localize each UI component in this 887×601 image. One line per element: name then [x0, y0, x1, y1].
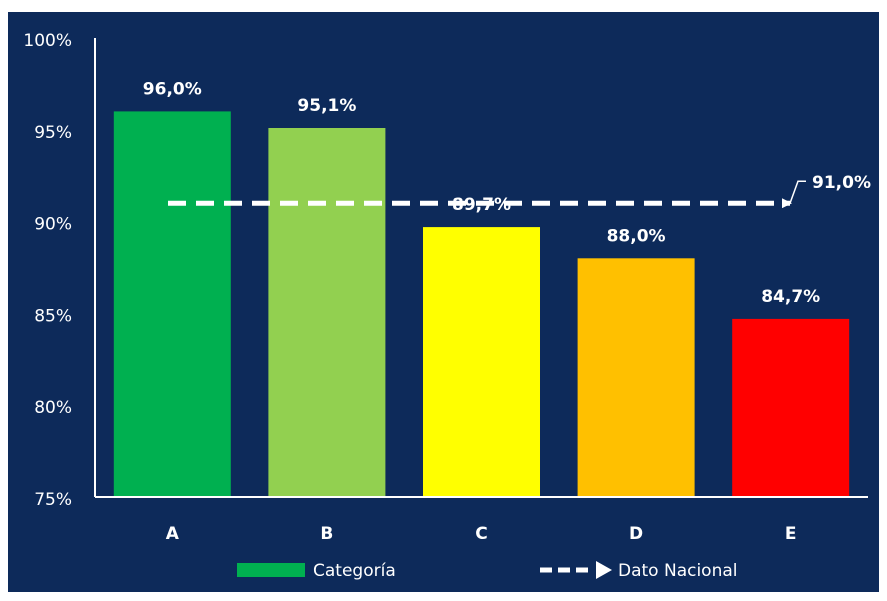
- y-tick-label-90: 90%: [34, 215, 72, 235]
- labels-layer: A 96,0% B 95,1% C 89,7% D 88,0% E 84,7%: [143, 79, 820, 544]
- y-tick-label-85: 85%: [34, 306, 72, 326]
- x-tick-label-e: E: [785, 524, 797, 544]
- bar-b: [268, 128, 386, 497]
- data-label-d: 88,0%: [607, 226, 666, 246]
- axes-layer: 75% 80% 85% 90% 95% 100%: [23, 31, 868, 510]
- data-label-a: 96,0%: [143, 79, 202, 99]
- reference-label-leader: [789, 180, 806, 204]
- bar-e: [732, 318, 850, 497]
- legend-swatch-categoria: [237, 563, 305, 577]
- data-label-b: 95,1%: [297, 96, 356, 116]
- y-tick-label-95: 95%: [34, 123, 72, 143]
- data-label-c: 89,7%: [452, 195, 511, 215]
- y-tick-label-100: 100%: [23, 31, 72, 51]
- bar-c: [423, 227, 540, 497]
- bar-a: [113, 111, 231, 498]
- bars-layer: [113, 111, 850, 498]
- y-tick-label-80: 80%: [34, 398, 72, 418]
- legend-label-dato-nacional: Dato Nacional: [618, 561, 738, 581]
- reference-layer: 91,0%: [168, 173, 871, 209]
- bar-d: [577, 258, 695, 497]
- legend-arrow-icon: [596, 561, 612, 579]
- x-tick-label-c: C: [475, 524, 487, 544]
- x-tick-label-a: A: [166, 524, 180, 544]
- y-tick-label-75: 75%: [34, 490, 72, 510]
- reference-line-label: 91,0%: [812, 173, 871, 193]
- legend-label-categoria: Categoría: [313, 561, 396, 581]
- x-tick-label-b: B: [320, 524, 333, 544]
- data-label-e: 84,7%: [761, 287, 820, 307]
- legend: Categoría Dato Nacional: [237, 561, 738, 581]
- x-tick-label-d: D: [629, 524, 643, 544]
